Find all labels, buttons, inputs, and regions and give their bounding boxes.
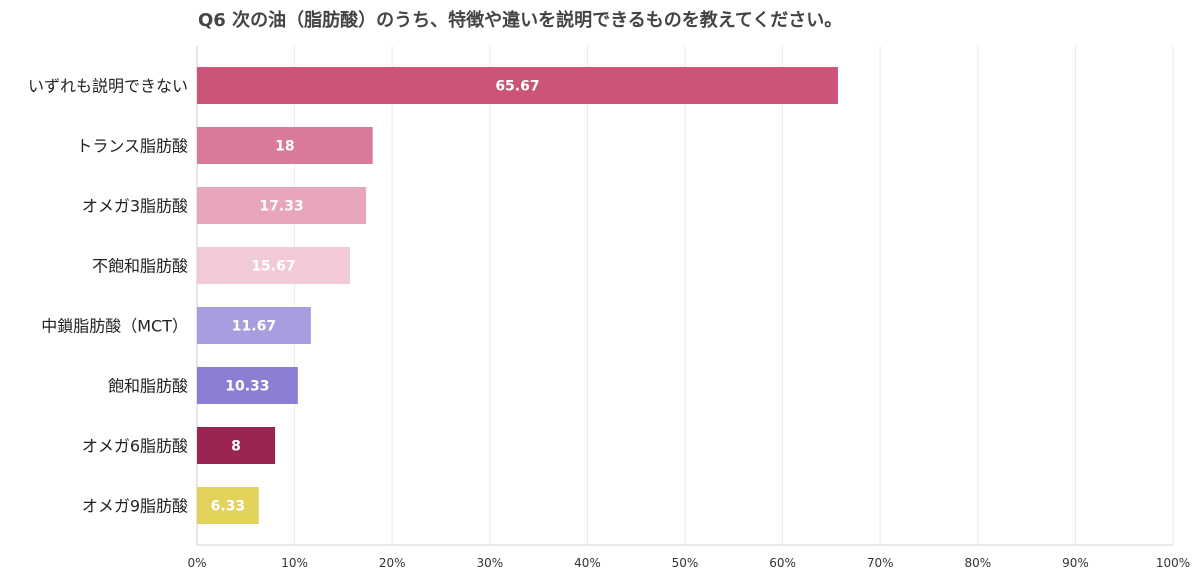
category-label: 飽和脂肪酸 bbox=[108, 377, 188, 396]
x-axis: 0% 10% 20% 30% 40% 50% 60% 70% 80% 90% 100% bbox=[187, 544, 1190, 570]
bar bbox=[197, 67, 838, 104]
category-labels: いずれも説明できないトランス脂肪酸オメガ3脂肪酸不飽和脂肪酸中鎖脂肪酸（MCT）… bbox=[28, 77, 188, 516]
chart-title: Q6 次の油（脂肪酸）のうち、特徴や違いを説明できるものを教えてください。 bbox=[198, 10, 843, 31]
bars bbox=[197, 67, 838, 524]
category-label: 中鎖脂肪酸（MCT） bbox=[41, 317, 188, 336]
x-tick-label: 20% bbox=[379, 556, 406, 570]
data-label: 15.67 bbox=[251, 259, 295, 275]
data-label: 8 bbox=[231, 439, 241, 455]
bar bbox=[197, 247, 350, 284]
bar bbox=[197, 187, 367, 224]
x-tick-label: 100% bbox=[1156, 556, 1190, 570]
gridlines bbox=[196, 46, 1174, 545]
category-label: オメガ3脂肪酸 bbox=[82, 197, 188, 216]
category-label: オメガ6脂肪酸 bbox=[82, 437, 188, 456]
data-label: 10.33 bbox=[225, 379, 269, 395]
x-tick-label: 90% bbox=[1062, 556, 1089, 570]
x-tick-label: 70% bbox=[867, 556, 894, 570]
data-label: 17.33 bbox=[259, 199, 303, 215]
data-labels: 65.67 18 17.33 15.67 11.67 10.33 8 6.33 bbox=[211, 79, 540, 515]
category-label: 不飽和脂肪酸 bbox=[92, 257, 188, 276]
x-tick-label: 10% bbox=[281, 556, 308, 570]
bar bbox=[197, 307, 311, 344]
x-tick-label: 80% bbox=[964, 556, 991, 570]
category-label: トランス脂肪酸 bbox=[76, 137, 188, 156]
data-label: 65.67 bbox=[495, 79, 539, 95]
bar bbox=[197, 487, 259, 524]
x-tick-label: 0% bbox=[187, 556, 206, 570]
bar bbox=[197, 427, 276, 464]
category-label: オメガ9脂肪酸 bbox=[82, 497, 188, 516]
data-label: 18 bbox=[275, 139, 294, 155]
category-label: いずれも説明できない bbox=[28, 77, 188, 96]
x-tick-label: 60% bbox=[769, 556, 796, 570]
x-tick-label: 50% bbox=[672, 556, 699, 570]
data-label: 11.67 bbox=[232, 319, 276, 335]
bar bbox=[197, 127, 373, 164]
x-tick-label: 40% bbox=[574, 556, 601, 570]
x-tick-label: 30% bbox=[476, 556, 503, 570]
bar bbox=[197, 367, 298, 404]
data-label: 6.33 bbox=[211, 499, 246, 515]
